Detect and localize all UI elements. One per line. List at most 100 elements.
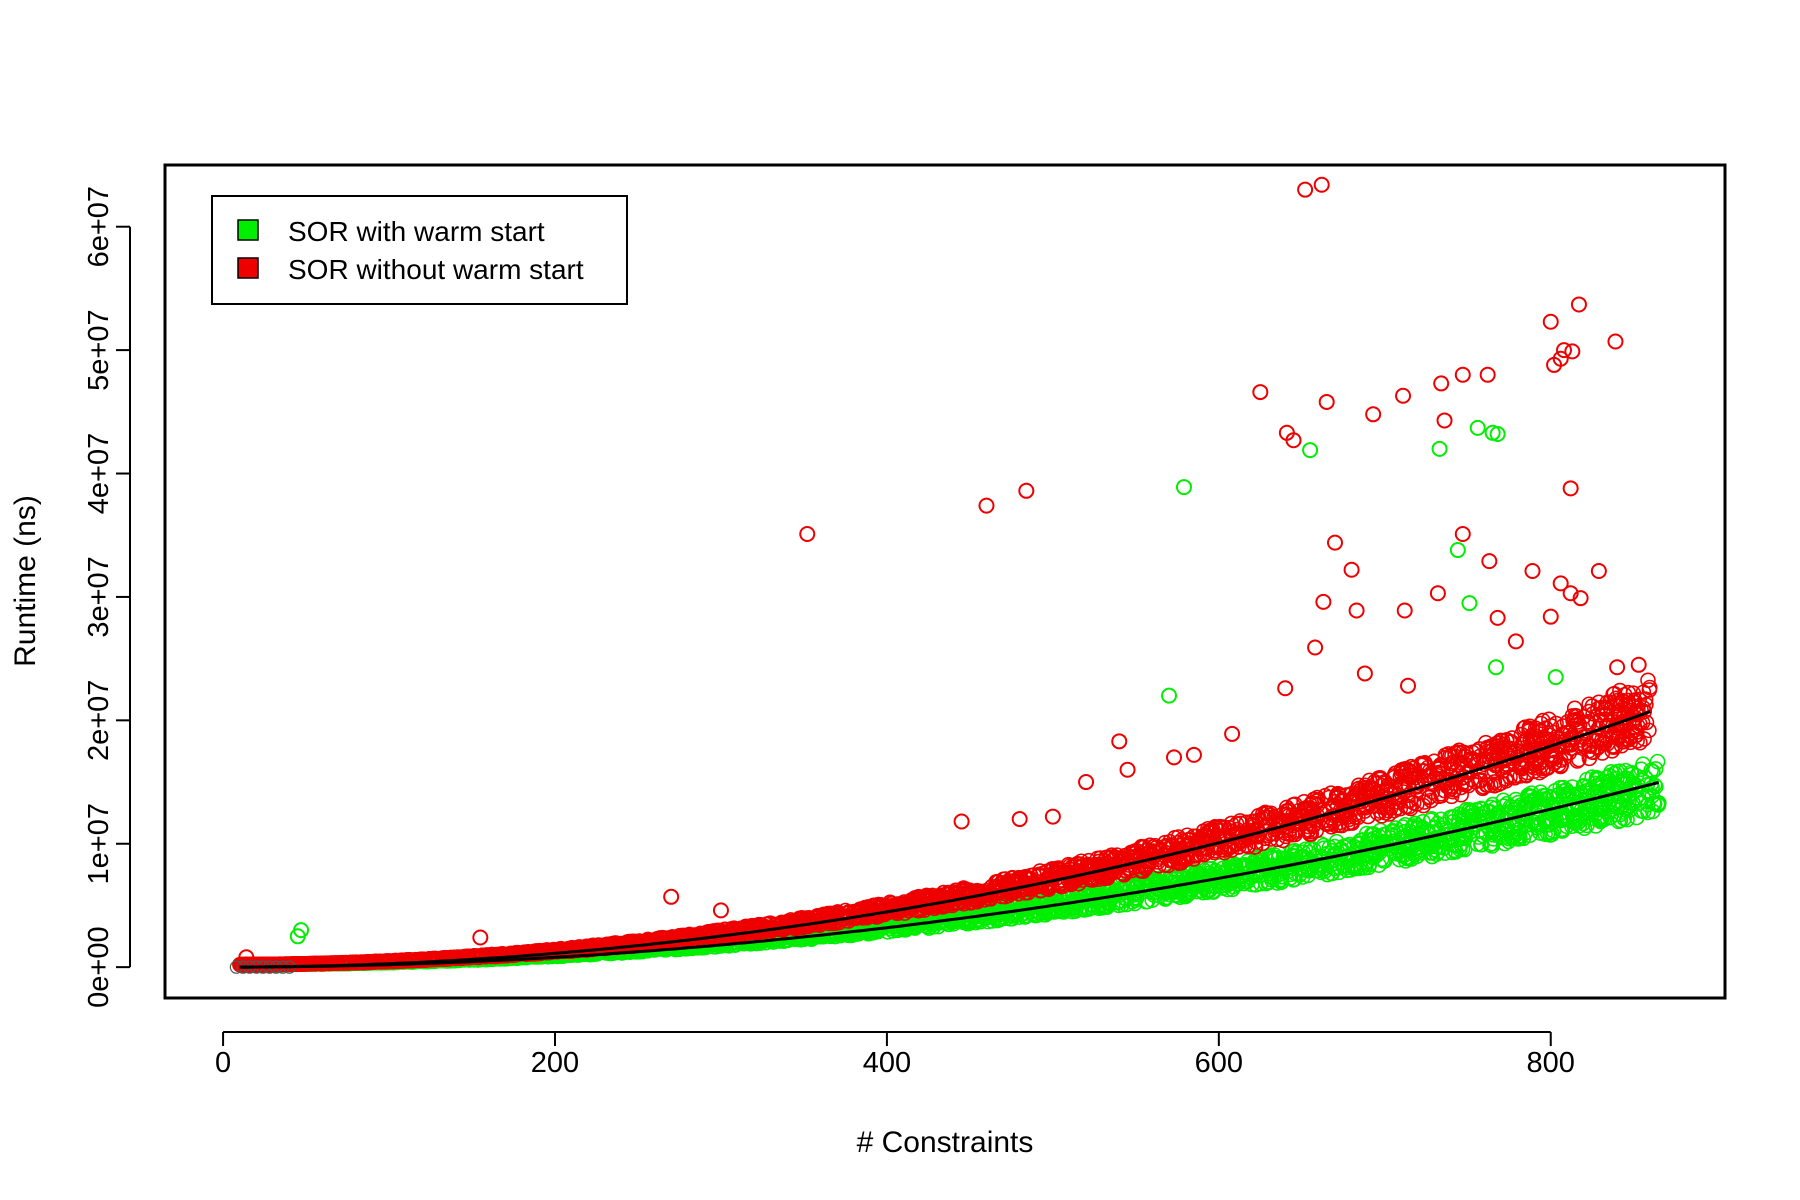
data-point (961, 914, 978, 930)
data-point (1387, 833, 1404, 849)
data-point (1591, 780, 1608, 796)
data-point (1282, 852, 1298, 869)
data-point (1361, 856, 1378, 873)
outlier-point (1650, 795, 1667, 812)
data-point (1419, 781, 1436, 797)
data-point (1519, 731, 1536, 747)
outlier-point (1175, 479, 1192, 496)
data-point (1553, 822, 1569, 839)
data-point (1396, 824, 1412, 840)
data-point (1098, 849, 1114, 866)
data-point (1569, 811, 1585, 828)
data-point (1620, 684, 1637, 701)
data-point (1581, 696, 1597, 713)
data-point (470, 948, 486, 964)
data-point (1451, 841, 1468, 857)
data-point (1233, 857, 1250, 874)
data-point (1645, 795, 1662, 811)
data-point (1492, 828, 1508, 845)
data-point (1365, 826, 1382, 842)
data-point (1203, 860, 1220, 877)
data-point (1473, 836, 1490, 853)
data-point (1535, 760, 1552, 777)
data-point (1283, 843, 1300, 859)
data-point (1533, 757, 1550, 774)
data-point (1266, 870, 1282, 887)
data-point (1374, 777, 1390, 794)
data-point (1397, 853, 1414, 869)
data-point (1543, 737, 1560, 753)
data-point (1522, 827, 1538, 843)
data-point (1307, 796, 1324, 812)
data-point (1216, 844, 1233, 861)
outlier-point (1449, 542, 1466, 559)
data-point (1352, 832, 1369, 849)
data-point (1600, 778, 1616, 795)
data-point (1523, 785, 1540, 801)
data-point (1273, 871, 1290, 888)
data-point (1555, 783, 1572, 799)
outlier-point (1469, 419, 1486, 436)
data-point (1107, 849, 1124, 866)
data-point (1581, 750, 1598, 767)
outlier-point (1431, 440, 1448, 457)
data-point (1418, 824, 1435, 841)
data-point (1510, 831, 1526, 847)
data-point (1625, 685, 1642, 702)
data-point (1320, 815, 1337, 831)
outlier-point (1489, 426, 1506, 443)
data-point (1369, 805, 1386, 821)
data-point (1329, 798, 1346, 815)
data-point (1553, 812, 1570, 829)
data-point (1186, 828, 1202, 845)
data-point (969, 911, 985, 928)
data-point (330, 955, 347, 971)
data-point (1476, 812, 1493, 828)
data-point (992, 910, 1008, 927)
data-point (1349, 786, 1365, 803)
data-point (1541, 711, 1557, 728)
data-point (1467, 773, 1483, 790)
data-point (1510, 799, 1526, 816)
data-point (1615, 804, 1632, 820)
data-point (1320, 845, 1336, 862)
data-point (1324, 865, 1340, 882)
data-point (1648, 778, 1664, 795)
data-point (1531, 755, 1548, 772)
data-point (1458, 802, 1475, 818)
data-point (1139, 878, 1155, 895)
data-point (1529, 731, 1546, 748)
data-point (1454, 807, 1470, 823)
data-point (1221, 822, 1237, 839)
data-point (1520, 796, 1536, 813)
data-point (1629, 724, 1645, 740)
data-point (1387, 820, 1404, 836)
data-point (1447, 837, 1463, 854)
data-point (1300, 867, 1316, 884)
data-point (1513, 819, 1529, 835)
data-point (1633, 761, 1649, 778)
data-point (1331, 786, 1347, 803)
data-point (1598, 769, 1615, 786)
data-point (630, 935, 647, 951)
data-point (1571, 751, 1587, 768)
data-point (1444, 844, 1461, 861)
data-point (1620, 787, 1637, 803)
data-point (1155, 839, 1172, 855)
data-point (1431, 758, 1448, 774)
data-point (1170, 829, 1187, 845)
data-point (395, 953, 412, 969)
data-point (1247, 813, 1263, 830)
data-point (1612, 763, 1628, 779)
data-point (1431, 764, 1447, 781)
data-point (1421, 789, 1438, 805)
data-point (1193, 882, 1210, 899)
data-point (1422, 845, 1438, 861)
data-point (1612, 694, 1628, 711)
data-point (1625, 795, 1641, 812)
data-point (1321, 789, 1337, 806)
data-point (1649, 753, 1666, 770)
data-point (1252, 875, 1269, 892)
data-point (1331, 864, 1347, 881)
